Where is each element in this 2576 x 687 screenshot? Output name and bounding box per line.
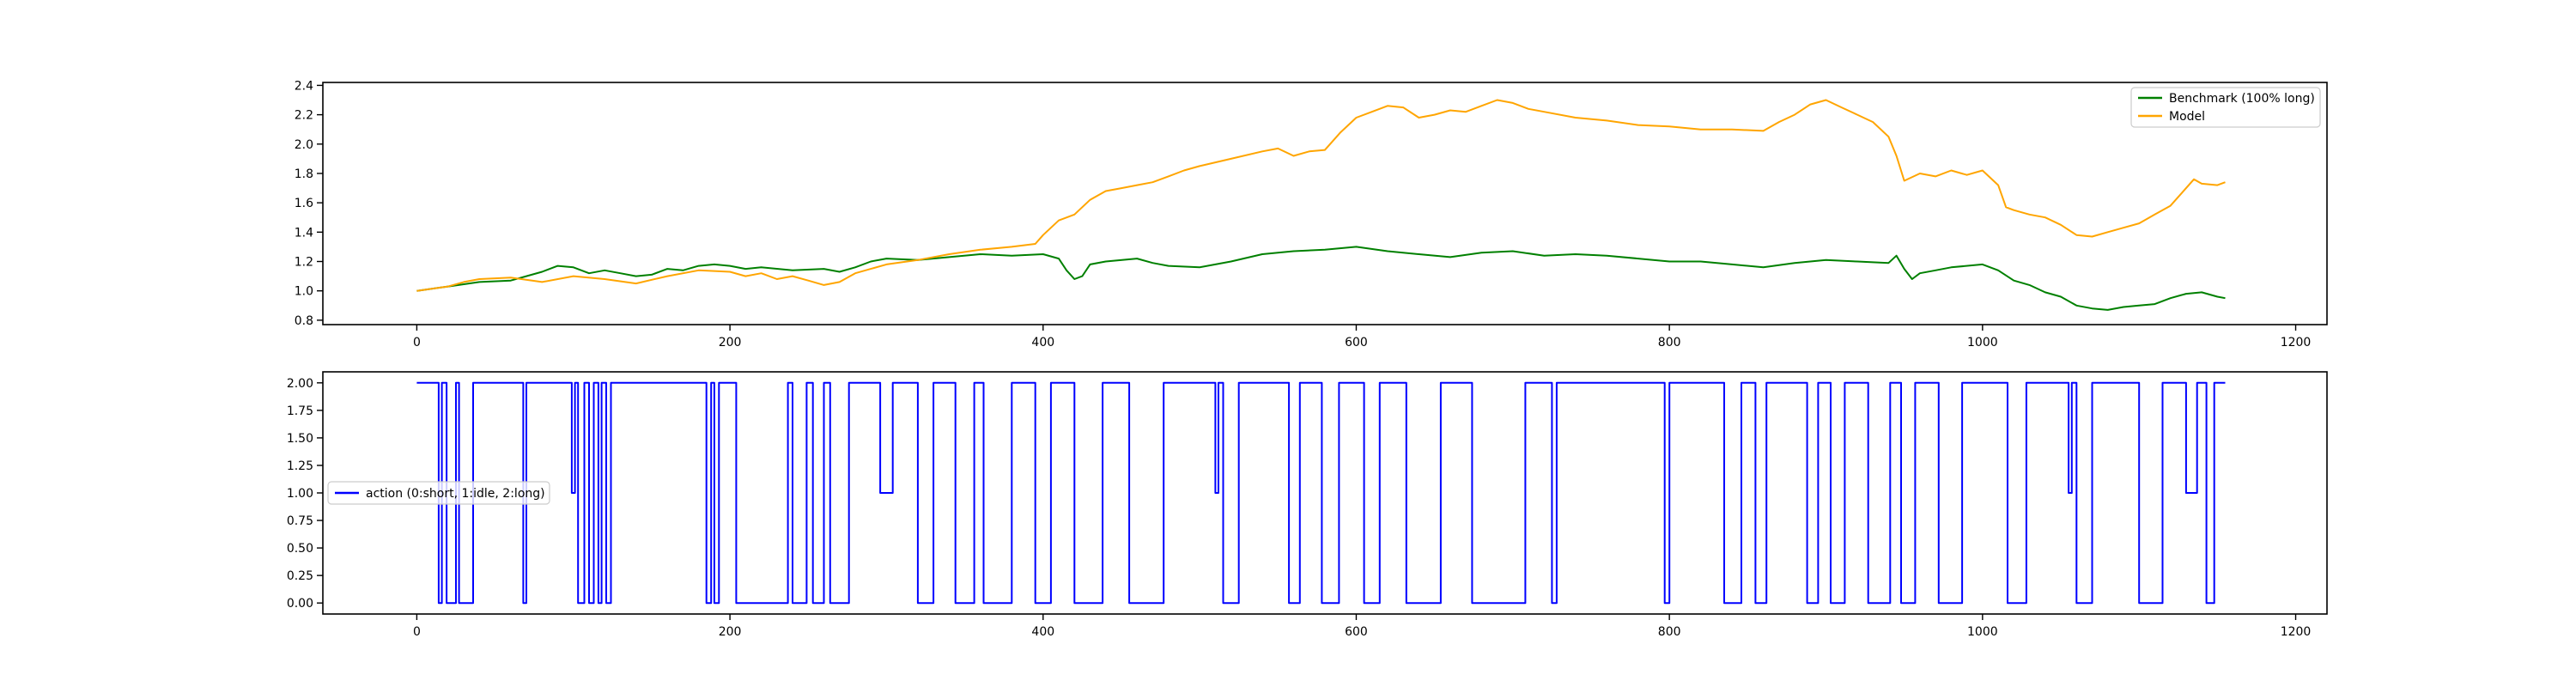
legend-label-benchmark: Benchmark (100% long) <box>2169 92 2315 106</box>
action-subplot: 0 200 400 600 800 1000 1200 0.00 0.25 0.50 0.75 1.0… <box>287 371 2328 639</box>
action-x-tick-label: 1000 <box>1967 625 1998 639</box>
action-y-tick-label: 1.25 <box>287 459 313 473</box>
equity-legend-box <box>2130 87 2321 128</box>
action-y-tick-label: 1.50 <box>287 432 313 446</box>
equity-y-tick-label: 1.0 <box>295 285 313 299</box>
equity-y-tick-label: 1.4 <box>295 226 313 240</box>
action-ticks: 0 200 400 600 800 1000 1200 0.00 0.25 0.50 0.75 1.0… <box>287 377 2312 639</box>
legend-label-model: Model <box>2169 110 2205 124</box>
equity-x-tick-label: 200 <box>719 336 742 350</box>
action-y-tick-label: 0.00 <box>287 597 313 611</box>
equity-y-tick-label: 0.8 <box>295 314 313 328</box>
equity-y-tick-label: 1.6 <box>295 197 313 210</box>
equity-y-tick-label: 2.0 <box>295 138 313 152</box>
equity-y-tick-label: 2.2 <box>295 109 313 123</box>
equity-x-tick-label: 0 <box>413 336 421 350</box>
equity-series-layer <box>416 99 2226 311</box>
equity-y-tick-label: 1.8 <box>295 167 313 181</box>
equity-x-tick-label: 1200 <box>2281 336 2312 350</box>
equity-x-tick-label: 1000 <box>1967 336 1998 350</box>
action-legend: action (0:short, 1:idle, 2:long) <box>327 481 550 505</box>
equity-x-tick-label: 600 <box>1345 336 1368 350</box>
legend-label-action: action (0:short, 1:idle, 2:long) <box>366 487 545 501</box>
action-x-tick-label: 800 <box>1658 625 1681 639</box>
action-y-tick-label: 2.00 <box>287 377 313 391</box>
equity-x-tick-label: 400 <box>1031 336 1054 350</box>
equity-ticks: 0 200 400 600 800 1000 1200 0.8 1.0 1.2 1.4 1.6 1.8 2… <box>295 79 2312 350</box>
action-x-tick-label: 1200 <box>2281 625 2312 639</box>
equity-y-tick-label: 2.4 <box>295 79 313 93</box>
series-line-action-0-short-1-idle-2-long <box>416 381 2226 605</box>
action-y-tick-label: 0.75 <box>287 514 313 528</box>
action-legend-box <box>327 481 550 505</box>
equity-axes-frame <box>322 82 2328 325</box>
action-x-tick-label: 0 <box>413 625 421 639</box>
action-x-tick-label: 400 <box>1031 625 1054 639</box>
action-y-tick-label: 0.25 <box>287 569 313 583</box>
action-x-tick-label: 200 <box>719 625 742 639</box>
action-y-tick-label: 0.50 <box>287 542 313 556</box>
action-y-tick-label: 1.75 <box>287 404 313 418</box>
action-x-tick-label: 600 <box>1345 625 1368 639</box>
equity-x-tick-label: 800 <box>1658 336 1681 350</box>
series-line-model <box>416 99 2226 292</box>
action-y-tick-label: 1.00 <box>287 487 313 501</box>
equity-y-tick-label: 1.2 <box>295 256 313 270</box>
series-line-benchmark-100-long <box>416 246 2226 311</box>
action-series-layer <box>416 381 2226 605</box>
equity-curve-subplot: 0 200 400 600 800 1000 1200 0.8 1.0 1.2 1.4 1.6 1.8 2… <box>295 79 2328 350</box>
equity-legend: Benchmark (100% long) Model <box>2130 87 2321 128</box>
